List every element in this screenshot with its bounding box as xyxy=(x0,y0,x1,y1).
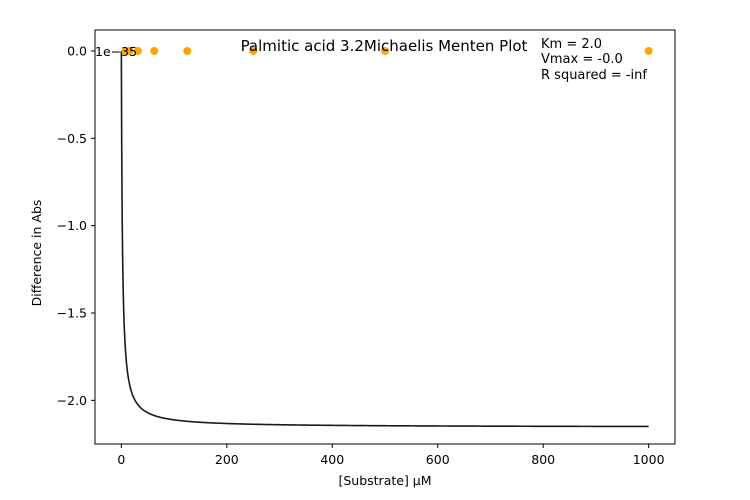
fit-annotation: Km = 2.0 Vmax = -0.0 R squared = -inf xyxy=(541,37,647,83)
data-point xyxy=(150,46,159,55)
y-tick-label: −0.5 xyxy=(57,131,87,146)
x-tick-label: 800 xyxy=(531,452,555,467)
plot-area xyxy=(120,46,653,428)
y-tick-label: −1.5 xyxy=(57,305,87,320)
r-squared-annotation: R squared = -inf xyxy=(541,68,647,83)
data-point xyxy=(644,46,653,55)
x-axis-label: [Substrate] μM xyxy=(338,473,431,488)
y-tick-label: 0.0 xyxy=(67,43,87,58)
data-point xyxy=(183,46,192,55)
data-point xyxy=(133,46,142,55)
x-tick-label: 400 xyxy=(320,452,344,467)
data-point xyxy=(249,46,258,55)
data-point xyxy=(125,46,134,55)
x-tick-label: 1000 xyxy=(633,452,665,467)
km-annotation: Km = 2.0 xyxy=(541,37,602,52)
x-tick-label: 200 xyxy=(215,452,239,467)
axes: 0 200 400 600 800 1000 0.0 −0.5 −1.0 −1.5 −2.0 xyxy=(57,29,676,467)
data-point xyxy=(381,46,389,55)
y-tick-label: −1.0 xyxy=(57,218,87,233)
vmax-annotation: Vmax = -0.0 xyxy=(541,52,623,67)
x-tick-label: 0 xyxy=(117,452,125,467)
axes-frame xyxy=(94,29,676,445)
y-tick-label: −2.0 xyxy=(57,393,87,408)
chart-title: Palmitic acid 3.2Michaelis Menten Plot xyxy=(241,37,528,55)
y-axis-offset-label: 1e−35 xyxy=(95,44,137,59)
y-axis-label: Difference in Abs xyxy=(29,200,44,307)
x-tick-label: 600 xyxy=(426,452,450,467)
fit-curve-line xyxy=(120,50,649,428)
